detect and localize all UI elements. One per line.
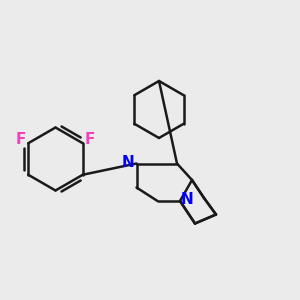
- Text: F: F: [16, 131, 26, 147]
- Text: N: N: [122, 155, 134, 170]
- Text: N: N: [180, 192, 193, 207]
- Text: F: F: [85, 131, 95, 147]
